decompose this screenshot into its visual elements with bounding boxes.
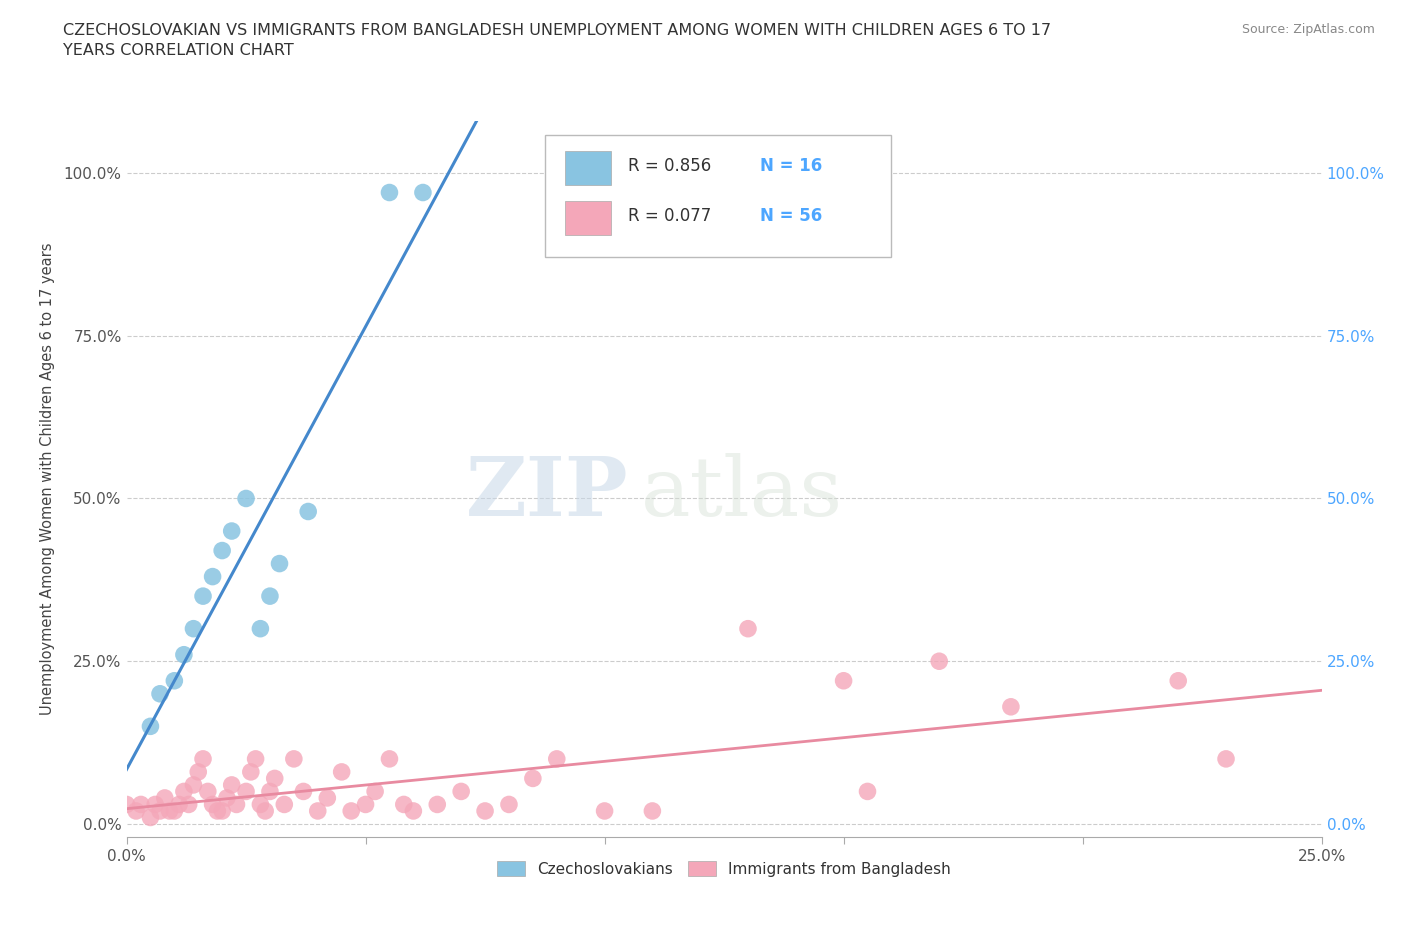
Point bbox=[283, 751, 305, 766]
Point bbox=[641, 804, 664, 818]
Text: atlas: atlas bbox=[640, 453, 842, 533]
Point bbox=[201, 797, 224, 812]
Point bbox=[378, 751, 401, 766]
Point bbox=[207, 804, 229, 818]
Point bbox=[593, 804, 616, 818]
Y-axis label: Unemployment Among Women with Children Ages 6 to 17 years: Unemployment Among Women with Children A… bbox=[41, 243, 55, 715]
Text: Source: ZipAtlas.com: Source: ZipAtlas.com bbox=[1241, 23, 1375, 36]
Point bbox=[201, 569, 224, 584]
Point bbox=[259, 784, 281, 799]
Point bbox=[364, 784, 387, 799]
Point bbox=[402, 804, 425, 818]
Point bbox=[173, 784, 195, 799]
Point bbox=[1000, 699, 1022, 714]
Point bbox=[498, 797, 520, 812]
Point bbox=[330, 764, 353, 779]
Text: N = 16: N = 16 bbox=[759, 157, 823, 175]
Point bbox=[191, 751, 214, 766]
Point bbox=[928, 654, 950, 669]
Point bbox=[173, 647, 195, 662]
FancyBboxPatch shape bbox=[565, 151, 610, 185]
Text: ZIP: ZIP bbox=[465, 453, 628, 533]
Point bbox=[1167, 673, 1189, 688]
Point bbox=[378, 185, 401, 200]
Point bbox=[832, 673, 855, 688]
Point bbox=[183, 777, 205, 792]
Point bbox=[263, 771, 285, 786]
Point bbox=[215, 790, 238, 805]
Text: R = 0.077: R = 0.077 bbox=[628, 207, 711, 225]
Point bbox=[225, 797, 247, 812]
Text: R = 0.856: R = 0.856 bbox=[628, 157, 711, 175]
Point bbox=[167, 797, 190, 812]
FancyBboxPatch shape bbox=[544, 135, 891, 257]
Point bbox=[249, 621, 271, 636]
Point bbox=[211, 804, 233, 818]
Point bbox=[307, 804, 329, 818]
Point bbox=[450, 784, 472, 799]
Point bbox=[149, 686, 172, 701]
FancyBboxPatch shape bbox=[565, 201, 610, 235]
Point bbox=[115, 797, 138, 812]
Point bbox=[254, 804, 277, 818]
Point bbox=[177, 797, 200, 812]
Point bbox=[392, 797, 415, 812]
Point bbox=[297, 504, 319, 519]
Point bbox=[187, 764, 209, 779]
Point bbox=[183, 621, 205, 636]
Point bbox=[245, 751, 267, 766]
Point bbox=[856, 784, 879, 799]
Point bbox=[139, 810, 162, 825]
Text: CZECHOSLOVAKIAN VS IMMIGRANTS FROM BANGLADESH UNEMPLOYMENT AMONG WOMEN WITH CHIL: CZECHOSLOVAKIAN VS IMMIGRANTS FROM BANGL… bbox=[63, 23, 1052, 58]
Point bbox=[239, 764, 262, 779]
Point bbox=[163, 673, 186, 688]
Point bbox=[159, 804, 181, 818]
Point bbox=[211, 543, 233, 558]
Text: N = 56: N = 56 bbox=[759, 207, 823, 225]
Point bbox=[221, 777, 243, 792]
Point bbox=[546, 751, 568, 766]
Point bbox=[340, 804, 363, 818]
Point bbox=[143, 797, 166, 812]
Legend: Czechoslovakians, Immigrants from Bangladesh: Czechoslovakians, Immigrants from Bangla… bbox=[491, 856, 957, 884]
Point bbox=[737, 621, 759, 636]
Point bbox=[191, 589, 214, 604]
Point bbox=[426, 797, 449, 812]
Point bbox=[249, 797, 271, 812]
Point bbox=[125, 804, 148, 818]
Point bbox=[197, 784, 219, 799]
Point bbox=[235, 784, 257, 799]
Point bbox=[149, 804, 172, 818]
Point bbox=[273, 797, 295, 812]
Point bbox=[139, 719, 162, 734]
Point bbox=[235, 491, 257, 506]
Point bbox=[292, 784, 315, 799]
Point bbox=[129, 797, 152, 812]
Point bbox=[259, 589, 281, 604]
Point bbox=[522, 771, 544, 786]
Point bbox=[354, 797, 377, 812]
Point bbox=[474, 804, 496, 818]
Point bbox=[1215, 751, 1237, 766]
Point bbox=[163, 804, 186, 818]
Point bbox=[153, 790, 176, 805]
Point bbox=[269, 556, 291, 571]
Point bbox=[412, 185, 434, 200]
Point bbox=[221, 524, 243, 538]
Point bbox=[316, 790, 339, 805]
